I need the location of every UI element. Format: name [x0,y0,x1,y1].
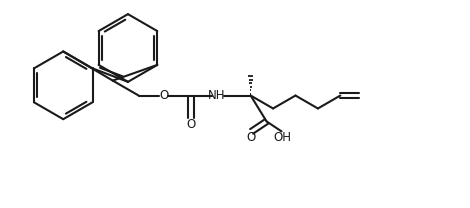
Text: O: O [186,118,196,131]
Text: O: O [247,131,256,144]
Text: O: O [159,89,168,102]
Text: NH: NH [208,89,226,102]
Text: OH: OH [274,131,291,144]
